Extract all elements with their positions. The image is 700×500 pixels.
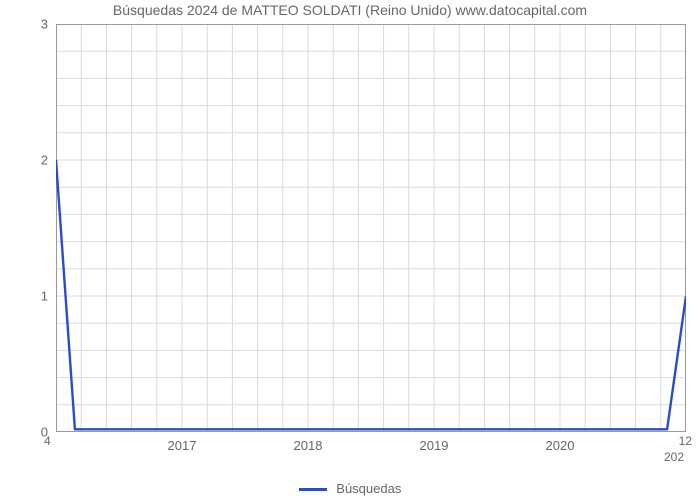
y-tick-label: 1 — [41, 289, 48, 304]
y-tick-label: 3 — [41, 17, 48, 32]
x-tick-label: 2020 — [546, 438, 575, 453]
chart-title: Búsquedas 2024 de MATTEO SOLDATI (Reino … — [0, 2, 700, 18]
legend-line-swatch — [299, 488, 327, 491]
legend-label: Búsquedas — [336, 481, 401, 496]
y-tick-label: 2 — [41, 153, 48, 168]
corner-bottom-left: 4 — [44, 434, 51, 448]
chart-legend: Búsquedas — [0, 481, 700, 496]
x-tick-label: 2018 — [294, 438, 323, 453]
x-tick-label: 2019 — [420, 438, 449, 453]
chart-svg — [56, 24, 686, 432]
chart-plot-area: 0123 2017201820192020 4 12 202 — [56, 24, 686, 432]
corner-right-overflow: 202 — [664, 450, 684, 464]
corner-bottom-right: 12 — [679, 434, 692, 448]
x-tick-label: 2017 — [168, 438, 197, 453]
